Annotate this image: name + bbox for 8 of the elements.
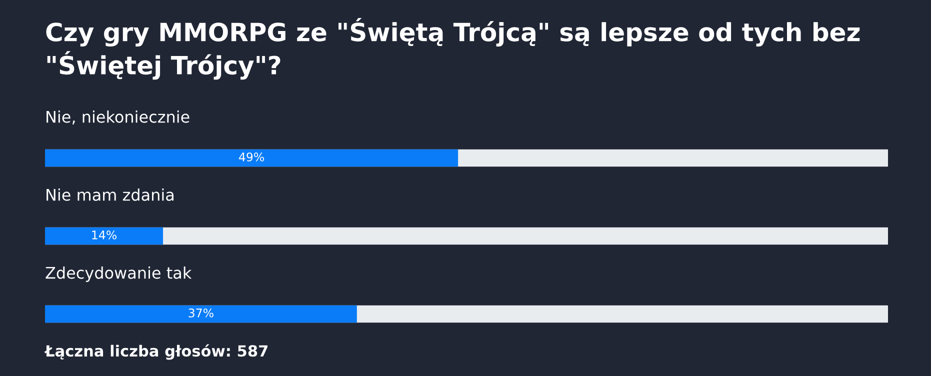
y-tick-label: Zdecydowanie tak: [46, 266, 192, 282]
y-tick-label: Nie mam zdania: [46, 188, 174, 201]
y-tick-label: Nie, niekoniecznie: [46, 110, 190, 124]
annotation: Łączna liczba głosów: 587: [44, 344, 268, 360]
data-label: 49%: [238, 152, 264, 162]
chart-title: Czy gry MMORPG ze "Świętą Trójcą" są lepsze od tych bez "Świętej Trójcy"?: [46, 18, 860, 80]
data-label: 37%: [188, 308, 214, 318]
data-label: 14%: [92, 230, 116, 240]
